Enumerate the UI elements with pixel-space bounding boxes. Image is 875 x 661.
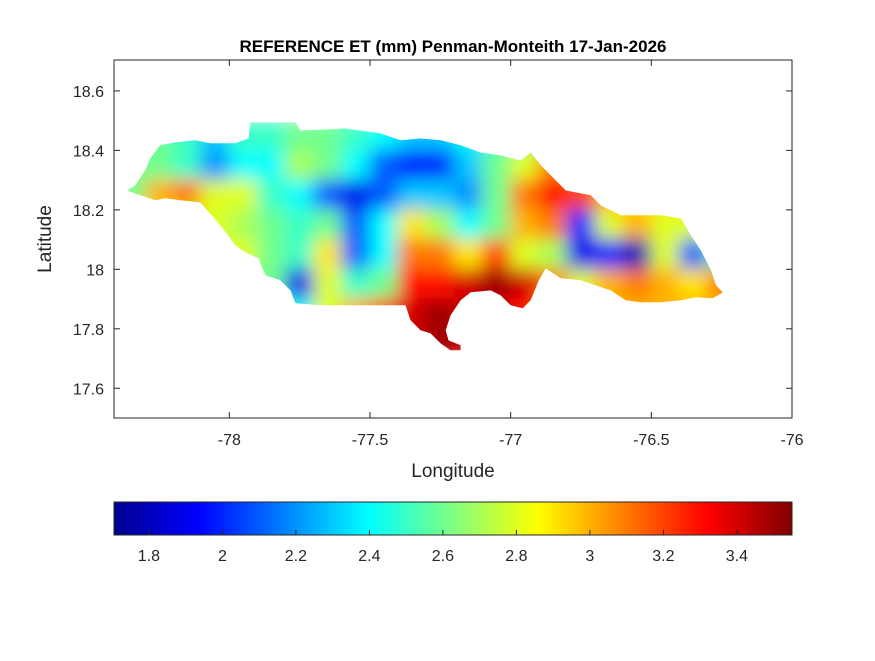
heatmap-cell bbox=[313, 179, 343, 211]
x-axis-ticks: -78 -77.5 -77 -76.5 -76 bbox=[218, 60, 804, 449]
x-tick-label: -78 bbox=[218, 432, 241, 449]
heatmap-cell bbox=[256, 149, 287, 181]
heatmap-cell bbox=[397, 179, 427, 211]
y-tick-label: 18.2 bbox=[73, 203, 104, 220]
colorbar-gradient bbox=[113, 501, 793, 536]
axes-box bbox=[113, 59, 793, 419]
heatmap-cell bbox=[678, 268, 709, 300]
heatmap-cell bbox=[256, 239, 287, 270]
heatmap-cell bbox=[256, 209, 287, 241]
heatmap-cell bbox=[285, 239, 315, 270]
colorbar-tick-label: 2.4 bbox=[358, 548, 380, 565]
heatmap-cell bbox=[256, 179, 287, 211]
heatmap-cell bbox=[453, 179, 484, 211]
heatmap-cell bbox=[510, 179, 540, 211]
colorbar-tick-label: 3 bbox=[585, 548, 594, 565]
heatmap-cell bbox=[369, 239, 399, 270]
heatmap-cell bbox=[622, 268, 652, 300]
heatmap-cell bbox=[341, 239, 371, 270]
heatmap-cell bbox=[538, 209, 568, 241]
heatmap-cell bbox=[341, 179, 371, 211]
heatmap-cell bbox=[369, 268, 399, 300]
heatmap-cell bbox=[285, 149, 315, 181]
heatmap-cell bbox=[482, 209, 512, 241]
heatmap-cell bbox=[397, 149, 427, 181]
heatmap-cell bbox=[425, 239, 455, 270]
colorbar-tick-label: 2.2 bbox=[285, 548, 307, 565]
x-tick-label: -77 bbox=[499, 432, 522, 449]
x-tick-label: -76.5 bbox=[633, 432, 670, 449]
heatmap-cell bbox=[200, 179, 230, 211]
y-axis-ticks: 17.6 17.8 18 18.2 18.4 18.6 bbox=[73, 84, 792, 398]
heatmap-cell bbox=[285, 209, 315, 241]
x-tick-label: -76 bbox=[780, 432, 803, 449]
heatmap-cell bbox=[482, 239, 512, 270]
heatmap-cell bbox=[369, 209, 399, 241]
heatmap-cell bbox=[341, 149, 371, 181]
heatmap-cell bbox=[566, 209, 596, 241]
heatmap-cell bbox=[200, 149, 230, 181]
chart-title: REFERENCE ET (mm) Penman-Monteith 17-Jan… bbox=[240, 37, 667, 56]
x-tick-label: -77.5 bbox=[352, 432, 389, 449]
colorbar: 1.8 2 2.2 2.4 2.6 2.8 3 3.2 3.4 bbox=[113, 501, 793, 565]
colorbar-tick-label: 2 bbox=[218, 548, 227, 565]
heatmap-cell bbox=[256, 122, 287, 151]
colorbar-tick-label: 2.6 bbox=[432, 548, 454, 565]
heatmap-cell bbox=[285, 179, 315, 211]
y-tick-label: 17.8 bbox=[73, 322, 104, 339]
colorbar-tick-label: 2.8 bbox=[505, 548, 527, 565]
heatmap-cell bbox=[341, 268, 371, 300]
y-tick-label: 18.4 bbox=[73, 143, 104, 160]
heatmap-cell bbox=[622, 239, 652, 270]
heatmap-cell bbox=[594, 239, 624, 270]
heatmap-cell bbox=[538, 239, 568, 270]
heatmap-cell bbox=[594, 209, 624, 241]
heatmap-cell bbox=[313, 239, 343, 270]
heatmap-cell bbox=[650, 268, 680, 300]
heatmap-cell bbox=[425, 209, 455, 241]
y-tick-label: 18 bbox=[86, 262, 104, 279]
heatmap-cell bbox=[313, 268, 343, 300]
heatmap-cell bbox=[482, 179, 512, 211]
colorbar-tick-label: 1.8 bbox=[138, 548, 160, 565]
heatmap-cell bbox=[397, 239, 427, 270]
heatmap-cell bbox=[453, 239, 484, 270]
heatmap-cell bbox=[650, 239, 680, 270]
y-tick-label: 17.6 bbox=[73, 381, 104, 398]
heatmap-cell bbox=[228, 209, 258, 241]
heatmap-cell bbox=[397, 209, 427, 241]
heatmap-cell bbox=[453, 149, 484, 181]
x-axis-label: Longitude bbox=[411, 461, 494, 482]
colorbar-ticks: 1.8 2 2.2 2.4 2.6 2.8 3 3.2 3.4 bbox=[138, 530, 748, 565]
y-tick-label: 18.6 bbox=[73, 84, 104, 101]
heatmap-cell bbox=[510, 239, 540, 270]
heatmap-cell bbox=[425, 268, 455, 300]
heatmap-cell bbox=[510, 209, 540, 241]
heatmap-cell bbox=[313, 149, 343, 181]
heatmap-cell bbox=[425, 179, 455, 211]
heatmap-cell bbox=[228, 149, 258, 181]
heatmap-cell bbox=[566, 239, 596, 270]
heatmap-cell bbox=[397, 268, 427, 300]
heatmap-cell bbox=[313, 209, 343, 241]
y-axis-label: Latitude bbox=[35, 205, 56, 273]
heatmap-cell bbox=[369, 149, 399, 181]
heatmap-cell bbox=[172, 149, 202, 181]
heatmap-cell bbox=[453, 209, 484, 241]
heatmap-cell bbox=[228, 179, 258, 211]
heatmap-cell bbox=[341, 209, 371, 241]
heatmap-cell bbox=[369, 179, 399, 211]
colorbar-tick-label: 3.2 bbox=[652, 548, 674, 565]
colorbar-tick-label: 3.4 bbox=[726, 548, 748, 565]
heatmap-cell bbox=[425, 149, 455, 181]
